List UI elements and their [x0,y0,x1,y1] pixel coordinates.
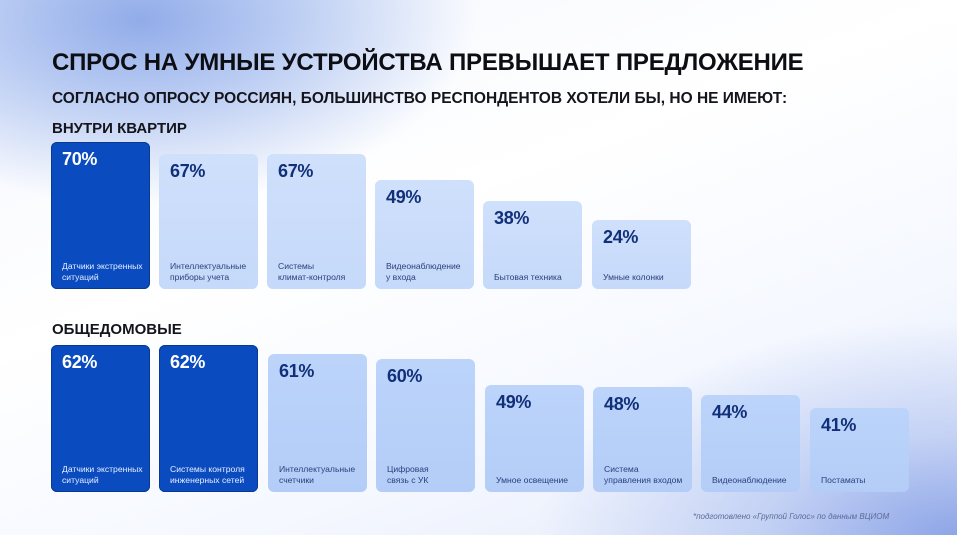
bar-value: 62% [170,352,206,372]
bar-label: Датчики экстренных ситуаций [62,464,143,485]
bar-label: Бытовая техника [494,271,562,282]
bar-value: 48% [604,394,640,414]
bar-value: 49% [496,392,532,412]
bar-value: 61% [279,361,315,381]
bar-card: 67% Системы климат-контроля [267,154,366,289]
bar-label: Постаматы [821,474,866,485]
bar-card: 60% Цифровая связь с УК [376,359,475,492]
bar-value: 60% [387,366,423,386]
bar-card: 62% Датчики экстренных ситуаций [51,345,150,492]
bar-card: 41% Постаматы [810,408,909,492]
section-label-common: ОБЩЕДОМОВЫЕ [52,321,182,338]
bar-card: 44% Видеонаблюдение [701,395,800,492]
bar-card: 62% Системы контроля инженерных сетей [159,345,258,492]
bar-value: 44% [712,402,748,422]
bar-value: 38% [494,208,530,228]
bar-label: Видеонаблюдение у входа [386,261,461,282]
bar-value: 67% [278,161,314,181]
source-footnote: *подготовлено «Группой Голос» по данным … [693,512,890,521]
bar-value: 67% [170,161,206,181]
page-title: СПРОС НА УМНЫЕ УСТРОЙСТВА ПРЕВЫШАЕТ ПРЕД… [52,49,804,76]
bar-value: 41% [821,415,857,435]
bar-label: Интеллектуальные приборы учета [170,261,247,282]
bar-label: Цифровая связь с УК [387,464,429,485]
page-subtitle: СОГЛАСНО ОПРОСУ РОССИЯН, БОЛЬШИНСТВО РЕС… [52,90,788,107]
bar-value: 49% [386,187,422,207]
bar-value: 24% [603,227,639,247]
bar-card: 49% Умное освещение [485,385,584,492]
bar-label: Системы контроля инженерных сетей [170,464,245,485]
bar-label: Интеллектуальные счетчики [279,464,356,485]
bar-card: 48% Система управления входом [593,387,692,492]
bar-card: 49% Видеонаблюдение у входа [375,180,474,289]
section-label-apartments: ВНУТРИ КВАРТИР [52,120,187,137]
bar-value: 62% [62,352,98,372]
bar-label: Видеонаблюдение [712,474,787,485]
bar-card: 67% Интеллектуальные приборы учета [159,154,258,289]
bar-card: 61% Интеллектуальные счетчики [268,354,367,492]
bar-card: 38% Бытовая техника [483,201,582,289]
bar-label: Датчики экстренных ситуаций [62,261,143,282]
bar-label: Умные колонки [603,271,664,282]
bar-value: 70% [62,149,98,169]
bar-label: Умное освещение [496,474,569,485]
bar-card: 24% Умные колонки [592,220,691,289]
bar-label: Системы климат-контроля [278,261,346,282]
bar-card: 70% Датчики экстренных ситуаций [51,142,150,289]
bar-label: Система управления входом [604,464,683,485]
